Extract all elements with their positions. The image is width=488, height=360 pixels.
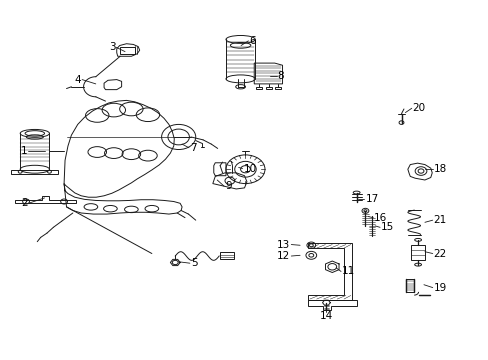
Text: 10: 10 <box>243 163 256 174</box>
Text: 5: 5 <box>190 258 197 268</box>
Bar <box>256 87 262 89</box>
Text: 8: 8 <box>277 71 284 81</box>
Text: 21: 21 <box>433 215 446 225</box>
Text: 20: 20 <box>412 103 425 113</box>
Text: 1: 1 <box>21 146 27 156</box>
Text: 9: 9 <box>224 181 231 191</box>
Text: 4: 4 <box>74 75 81 85</box>
Text: 6: 6 <box>249 36 256 46</box>
Text: 12: 12 <box>277 251 290 261</box>
Bar <box>274 87 280 89</box>
Text: 22: 22 <box>433 248 446 258</box>
Text: 7: 7 <box>189 143 196 153</box>
Text: 19: 19 <box>433 283 446 293</box>
Bar <box>120 47 135 54</box>
Bar <box>265 87 271 89</box>
Text: 3: 3 <box>108 42 115 52</box>
Text: 18: 18 <box>433 164 446 174</box>
Text: 15: 15 <box>380 222 393 232</box>
Text: 11: 11 <box>341 266 355 276</box>
Text: 16: 16 <box>373 213 386 222</box>
Text: 14: 14 <box>319 311 332 321</box>
Text: 17: 17 <box>365 194 378 204</box>
Text: 13: 13 <box>277 239 290 249</box>
Text: 2: 2 <box>21 198 27 208</box>
Bar <box>220 252 233 259</box>
